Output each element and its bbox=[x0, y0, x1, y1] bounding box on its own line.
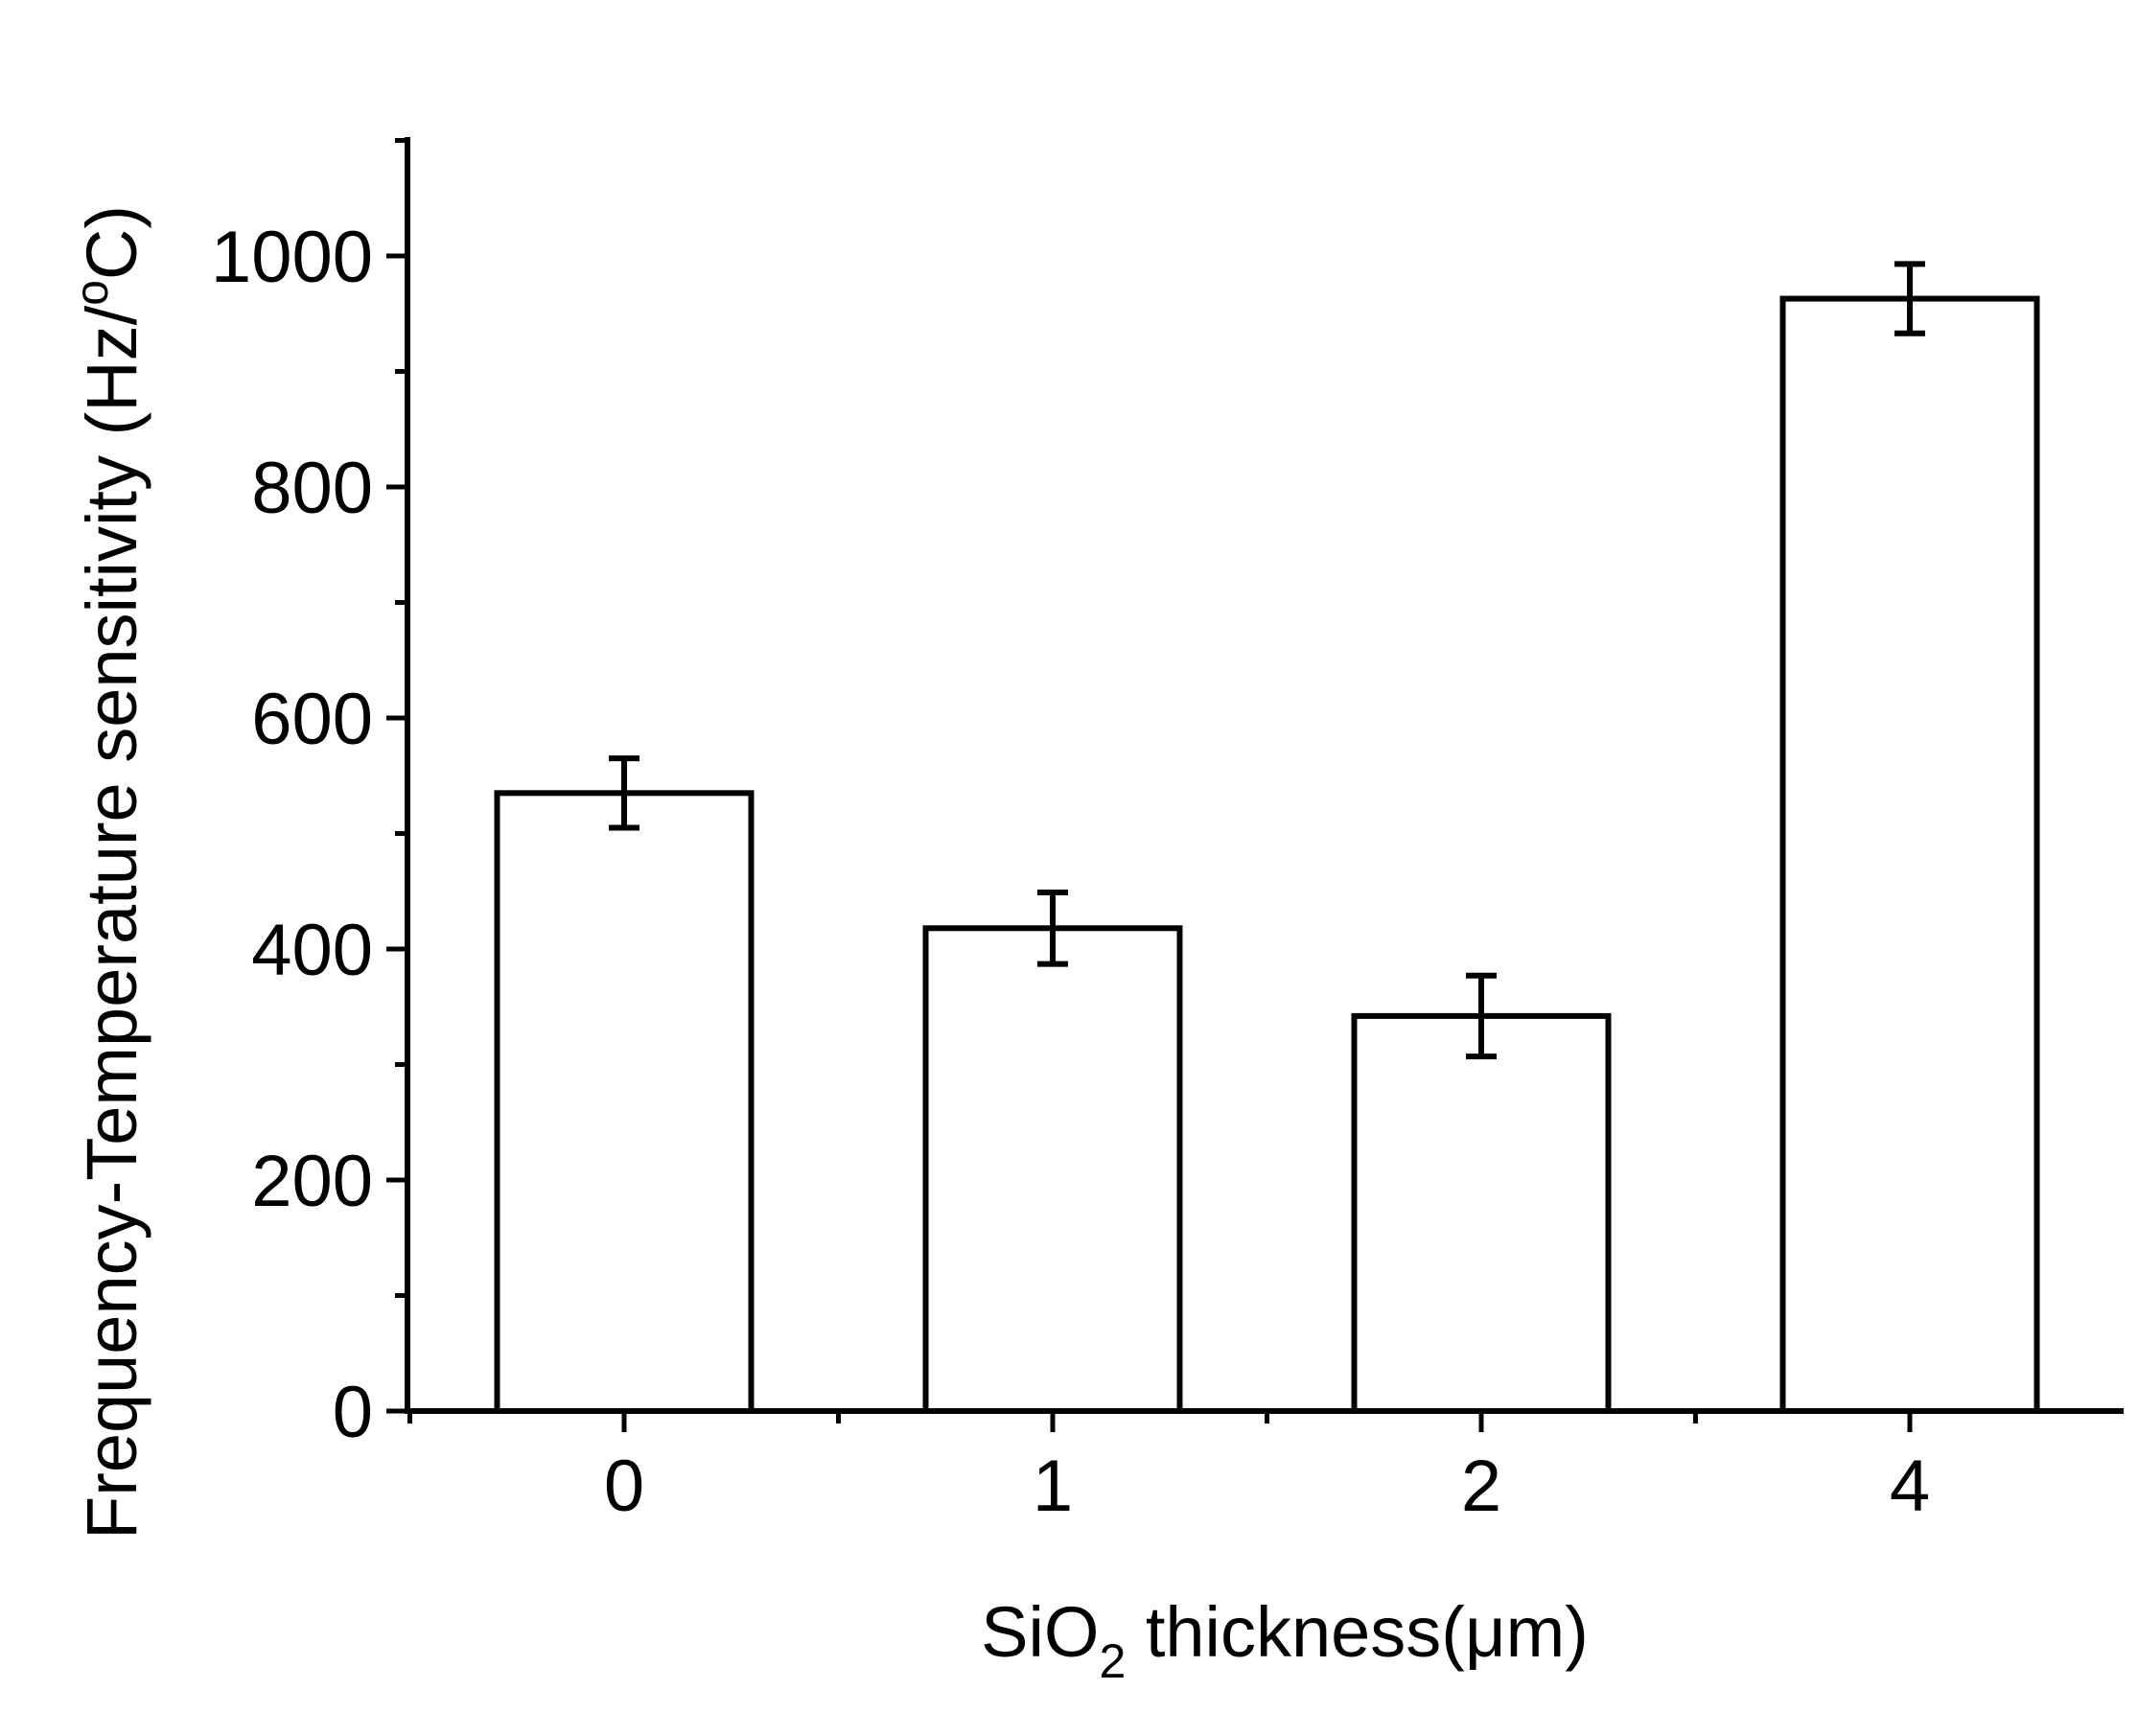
error-bar-2 bbox=[1466, 972, 1497, 1060]
bar-1 bbox=[922, 925, 1183, 1414]
x-ticks-group: 0 1 2 4 bbox=[407, 1411, 1930, 1527]
y-tick-label: 1000 bbox=[211, 217, 373, 298]
y-axis-title-end: C) bbox=[72, 205, 151, 280]
x-tick-label-1: 1 bbox=[1033, 1446, 1073, 1527]
y-axis-title: Frequency-Temperature sensitivity (Hz/oC… bbox=[67, 205, 151, 1539]
error-bars-group bbox=[609, 261, 1925, 1060]
y-tick-label: 0 bbox=[333, 1372, 373, 1453]
bar-4 bbox=[1779, 295, 2040, 1415]
x-axis-title-post: thickness(μm) bbox=[1126, 1592, 1589, 1672]
error-bar-4 bbox=[1894, 261, 1925, 336]
y-tick-label: 800 bbox=[251, 448, 373, 529]
x-tick-label-0: 0 bbox=[604, 1446, 644, 1527]
y-tick-label: 600 bbox=[251, 679, 373, 760]
bars-group bbox=[494, 295, 2040, 1415]
y-tick-label: 400 bbox=[251, 910, 373, 991]
x-tick-label-4: 4 bbox=[1890, 1446, 1930, 1527]
bar-0 bbox=[494, 790, 755, 1414]
y-axis-title-main: Frequency-Temperature sensitivity (Hz/ bbox=[72, 305, 151, 1539]
x-axis-title-pre: SiO bbox=[981, 1592, 1099, 1672]
x-tick-label-2: 2 bbox=[1461, 1446, 1501, 1527]
y-tick-label: 200 bbox=[251, 1141, 373, 1222]
y-axis-title-superscript: o bbox=[67, 280, 118, 306]
axes-group bbox=[405, 137, 2124, 1414]
x-axis-title: SiO2 thickness(μm) bbox=[981, 1592, 1589, 1688]
y-ticks-group: 0 200 400 600 800 1000 bbox=[211, 138, 407, 1453]
x-axis-title-subscript: 2 bbox=[1099, 1634, 1126, 1688]
bar-2 bbox=[1351, 1012, 1612, 1414]
error-bar-0 bbox=[609, 755, 639, 831]
error-bar-1 bbox=[1037, 889, 1068, 967]
